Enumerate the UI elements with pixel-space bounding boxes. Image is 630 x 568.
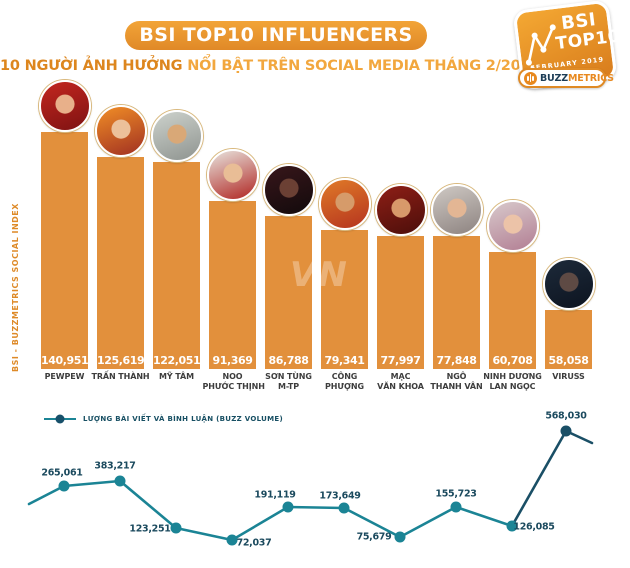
bar: 77,997: [377, 236, 424, 369]
bar: 86,788: [265, 216, 312, 369]
avatar: [318, 178, 371, 230]
data-point-label: 265,061: [41, 467, 83, 479]
bar-value: 77,997: [380, 354, 421, 367]
page-title: BSI TOP10 INFLUENCERS: [125, 21, 427, 50]
data-point-marker: [282, 501, 294, 513]
avatar: [150, 110, 203, 162]
data-point-label: 123,251: [129, 523, 171, 535]
bsi-top10-badge: BSI TOP10 FEBRUARY 2019 BUZZMETRICS: [505, 0, 627, 100]
bar-name: NGÔ THANH VÂN: [430, 372, 483, 391]
bar-value: 60,708: [492, 354, 533, 367]
data-point-label: 191,119: [254, 489, 296, 501]
avatar: [542, 258, 595, 310]
bar-value: 125,619: [97, 354, 145, 367]
data-point-label: 155,723: [435, 488, 477, 500]
buzzmetrics-logo-icon: [524, 71, 537, 85]
data-point-marker: [394, 531, 406, 543]
subtitle: 10 NGƯỜI ẢNH HƯỞNG NỔI BẬT TRÊN SOCIAL M…: [0, 58, 541, 74]
data-point-marker: [560, 425, 572, 437]
bar: 122,051: [153, 162, 201, 369]
bar-name: SƠN TÙNG M-TP: [265, 372, 312, 391]
line-series: [510, 429, 594, 528]
bar-name: NINH DƯƠNG LAN NGỌC: [483, 372, 542, 391]
legend-label: LƯỢNG BÀI VIẾT VÀ BÌNH LUẬN (BUZZ VOLUME…: [83, 415, 283, 423]
data-point-label: 75,679: [356, 531, 392, 543]
avatar: [262, 164, 315, 216]
badge-seal: BSI TOP10 FEBRUARY 2019: [512, 0, 621, 91]
data-point-label: 568,030: [545, 410, 587, 422]
bar-name: VIRUSS: [552, 372, 585, 381]
avatar: [94, 105, 147, 157]
bar-value: 79,341: [324, 354, 365, 367]
y-axis-label: BSI - BUZZMETRICS SOCIAL INDEX: [11, 203, 20, 372]
bar-value: 140,951: [41, 354, 89, 367]
bar: 125,619: [97, 157, 145, 369]
subtitle-bold: 10 NGƯỜI ẢNH HƯỞNG: [0, 58, 183, 74]
data-point-label: 383,217: [94, 460, 136, 472]
bar-value: 122,051: [153, 354, 201, 367]
data-point-marker: [338, 502, 350, 514]
bar-value: 86,788: [268, 354, 309, 367]
bar-value: 58,058: [548, 354, 589, 367]
bar-name: MỸ TÂM: [159, 372, 194, 381]
bar-name: MẠC VĂN KHOA: [377, 372, 424, 391]
data-point-marker: [170, 522, 182, 534]
avatar: [38, 80, 91, 132]
data-point-label: 72,037: [236, 537, 272, 549]
bar: 60,708: [489, 252, 536, 369]
data-point-label: 173,649: [319, 490, 361, 502]
watermark: VN: [290, 255, 349, 295]
bar: 77,848: [433, 236, 480, 369]
buzzmetrics-logo: BUZZMETRICS: [518, 68, 614, 88]
data-point-marker: [450, 501, 462, 513]
bar: 91,369: [209, 201, 256, 369]
bar-name: TRẤN THÀNH: [91, 372, 150, 381]
avatar: [486, 200, 539, 252]
bar-value: 91,369: [212, 354, 253, 367]
line-chart-icon: [525, 24, 556, 71]
bar: 58,058: [545, 310, 592, 369]
avatar: [206, 149, 259, 201]
buzzmetrics-buzz-label: BUZZ: [540, 72, 568, 84]
avatar: [430, 184, 483, 236]
avatar: [374, 184, 427, 236]
bar-name: CÔNG PHƯỢNG: [325, 372, 364, 391]
legend-marker-icon: [44, 414, 76, 424]
legend: LƯỢNG BÀI VIẾT VÀ BÌNH LUẬN (BUZZ VOLUME…: [44, 412, 283, 426]
bar: 79,341: [321, 230, 368, 369]
bar: 140,951: [41, 132, 89, 369]
bar-name: NOO PHƯỚC THỊNH: [202, 372, 265, 391]
buzzmetrics-metrics-label: METRICS: [567, 72, 614, 84]
bar-name: PEWPEW: [44, 372, 85, 381]
data-point-label: 126,085: [513, 521, 555, 533]
subtitle-rest: NỔI BẬT TRÊN SOCIAL MEDIA THÁNG 2/2019: [182, 58, 541, 74]
data-point-marker: [114, 475, 126, 487]
bar-value: 77,848: [436, 354, 477, 367]
data-point-marker: [58, 480, 70, 492]
